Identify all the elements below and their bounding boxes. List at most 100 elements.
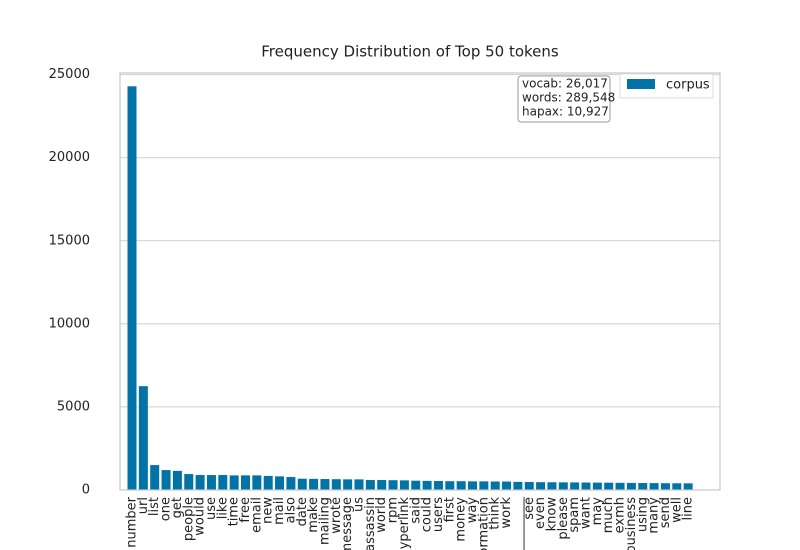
bar xyxy=(161,470,171,490)
bar xyxy=(263,475,273,490)
stats-text: hapax: 10,927 xyxy=(522,105,609,119)
x-tick-label: hyperlink xyxy=(397,497,412,550)
x-tick-label: number xyxy=(125,496,140,547)
x-tick-label: may xyxy=(590,497,605,526)
y-tick-label: 10000 xyxy=(49,316,90,331)
x-tick-label: even xyxy=(533,497,548,529)
bar xyxy=(399,480,409,490)
x-tick-label: us xyxy=(352,497,367,512)
bar xyxy=(331,479,341,490)
x-tick-label: using xyxy=(635,497,650,532)
stats-text: vocab: 26,017 xyxy=(522,77,608,91)
bar xyxy=(252,475,262,490)
bar xyxy=(433,481,443,490)
x-tick-label: work xyxy=(499,497,514,529)
stats-box xyxy=(517,75,611,123)
y-tick-label: 15000 xyxy=(49,233,90,248)
x-tick-label: list xyxy=(147,497,162,516)
bar xyxy=(354,479,364,490)
x-tick-label: rpm xyxy=(386,497,401,523)
bar xyxy=(172,470,182,490)
x-tick-label: world xyxy=(374,497,389,533)
bar xyxy=(524,482,534,490)
x-tick-label: exmh xyxy=(613,497,628,533)
x-tick-label: make xyxy=(306,497,321,533)
bar xyxy=(592,482,602,490)
bar xyxy=(127,86,137,491)
bar xyxy=(536,482,546,490)
bar xyxy=(660,483,670,490)
y-tick-label: 5000 xyxy=(57,399,90,414)
bar xyxy=(343,479,353,490)
x-tick-label: message xyxy=(340,497,355,550)
bar xyxy=(558,482,568,490)
x-tick-label: line xyxy=(681,497,696,520)
bar xyxy=(184,474,194,490)
x-tick-label: see xyxy=(522,497,537,520)
x-tick-label: get xyxy=(170,497,185,518)
bar xyxy=(138,386,148,490)
bar xyxy=(638,483,648,490)
plot-frame xyxy=(119,72,721,491)
bar xyxy=(604,482,614,490)
x-tick-label: think xyxy=(488,497,503,530)
x-tick-label: wrote xyxy=(329,497,344,534)
x-tick-label: please xyxy=(556,497,571,540)
x-tick-label: would xyxy=(193,497,208,536)
stats-text: words: 289,548 xyxy=(522,91,615,105)
x-tick-label: ____________ xyxy=(510,497,525,550)
x-tick-label: date xyxy=(295,497,310,526)
x-tick-label: people xyxy=(181,497,196,541)
bar xyxy=(388,480,398,490)
bar xyxy=(286,477,296,490)
x-tick-label: business xyxy=(624,497,639,550)
bar xyxy=(468,481,477,490)
bar xyxy=(547,482,557,490)
y-tick-label: 20000 xyxy=(49,150,90,165)
bar xyxy=(683,483,693,490)
x-tick-label: users xyxy=(431,497,446,532)
bar xyxy=(422,480,432,490)
x-tick-label: way xyxy=(465,497,480,524)
bar xyxy=(615,482,625,490)
bar xyxy=(309,478,319,490)
x-tick-label: money xyxy=(454,497,469,542)
bar xyxy=(229,475,239,490)
x-tick-label: know xyxy=(544,497,559,532)
bar xyxy=(626,482,636,490)
bar xyxy=(411,480,421,490)
x-tick-label: free xyxy=(238,497,253,523)
x-tick-label: want xyxy=(579,497,594,529)
x-tick-label: many xyxy=(647,497,662,534)
x-tick-label: assassin xyxy=(363,497,378,550)
bar xyxy=(206,475,216,490)
x-tick-label: information xyxy=(476,497,491,550)
bar xyxy=(456,481,466,490)
bar xyxy=(513,481,523,490)
bar xyxy=(297,478,307,490)
bar xyxy=(320,479,330,490)
x-tick-label: first xyxy=(442,497,457,522)
x-tick-label: use xyxy=(204,497,219,520)
bar xyxy=(377,480,387,490)
x-tick-label: new xyxy=(261,497,276,524)
legend-label: corpus xyxy=(666,78,710,93)
x-tick-label: one xyxy=(159,497,174,521)
bar xyxy=(445,481,455,490)
y-tick-label: 0 xyxy=(82,483,90,498)
bar xyxy=(218,475,228,490)
x-tick-label: like xyxy=(215,497,230,519)
x-tick-label: well xyxy=(669,497,684,523)
bar xyxy=(150,465,160,490)
bar xyxy=(275,476,285,490)
x-tick-label: said xyxy=(408,497,423,524)
bar xyxy=(649,483,659,490)
x-tick-label: url xyxy=(136,497,151,514)
bar xyxy=(241,475,250,490)
bar xyxy=(581,482,591,490)
bar xyxy=(365,480,375,490)
bar xyxy=(195,475,205,490)
x-tick-label: email xyxy=(249,497,264,533)
x-tick-label: time xyxy=(227,497,242,526)
